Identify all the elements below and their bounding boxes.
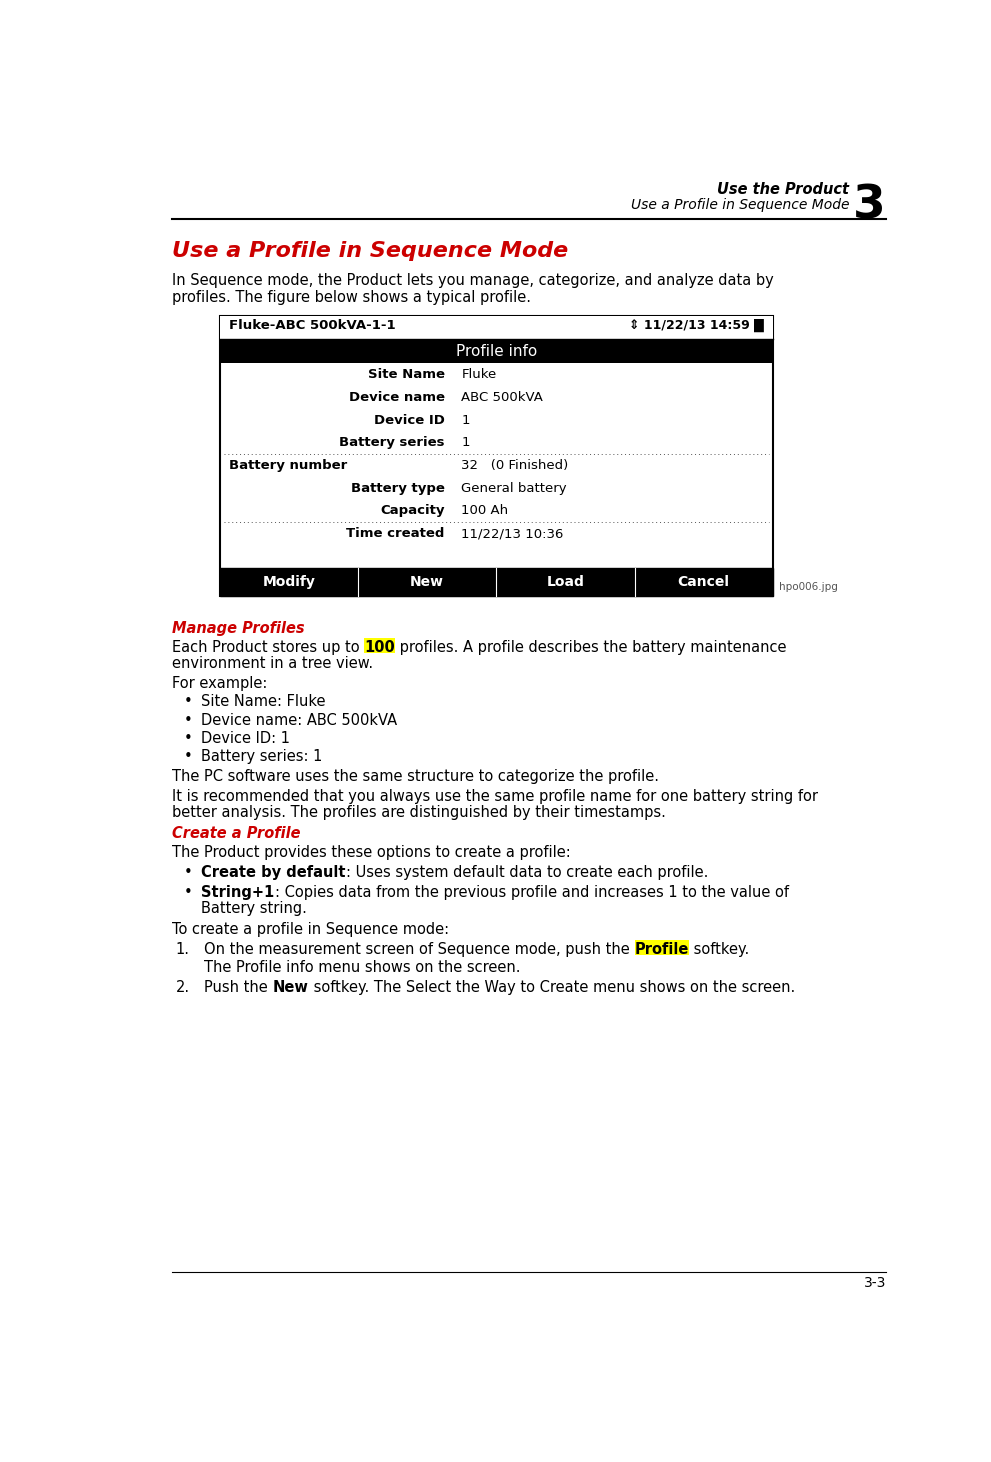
- Text: •: •: [183, 694, 192, 709]
- Text: Cancel: Cancel: [678, 575, 729, 589]
- Text: Time created: Time created: [347, 528, 445, 539]
- Text: Use a Profile in Sequence Mode: Use a Profile in Sequence Mode: [631, 197, 849, 212]
- Text: : Uses system default data to create each profile.: : Uses system default data to create eac…: [346, 866, 709, 880]
- Text: profiles. A profile describes the battery maintenance: profiles. A profile describes the batter…: [395, 640, 787, 655]
- Text: •: •: [183, 731, 192, 746]
- Text: Create by default: Create by default: [201, 866, 346, 880]
- Text: Device ID: Device ID: [374, 414, 445, 427]
- Text: ⇕ 11/22/13 14:59 █: ⇕ 11/22/13 14:59 █: [629, 319, 763, 332]
- Text: 11/22/13 10:36: 11/22/13 10:36: [462, 528, 564, 539]
- Text: 1.: 1.: [175, 942, 190, 958]
- Text: Site Name: Fluke: Site Name: Fluke: [201, 694, 326, 709]
- Text: String+1: String+1: [201, 885, 275, 899]
- Text: Device name: Device name: [349, 390, 445, 404]
- Text: 32   (0 Finished): 32 (0 Finished): [462, 459, 569, 472]
- Text: : Copies data from the previous profile and increases 1 to the value of: : Copies data from the previous profile …: [275, 885, 789, 899]
- Text: Manage Profiles: Manage Profiles: [171, 620, 304, 636]
- Bar: [220, 316, 773, 596]
- Text: It is recommended that you always use the same profile name for one battery stri: It is recommended that you always use th…: [171, 788, 818, 804]
- Text: 100: 100: [364, 640, 395, 655]
- Text: Each Product stores up to: Each Product stores up to: [171, 640, 364, 655]
- Text: Fluke-ABC 500kVA-1-1: Fluke-ABC 500kVA-1-1: [229, 319, 395, 332]
- Text: ABC 500kVA: ABC 500kVA: [462, 390, 543, 404]
- Text: better analysis. The profiles are distinguished by their timestamps.: better analysis. The profiles are distin…: [171, 806, 666, 820]
- Text: •: •: [183, 749, 192, 765]
- Bar: [220, 569, 773, 596]
- Text: 100 Ah: 100 Ah: [462, 504, 508, 518]
- Text: Device ID: 1: Device ID: 1: [201, 731, 290, 746]
- Text: hpo006.jpg: hpo006.jpg: [779, 582, 838, 592]
- Text: •: •: [183, 866, 192, 880]
- Text: softkey. The Select the Way to Create menu shows on the screen.: softkey. The Select the Way to Create me…: [309, 980, 795, 996]
- Text: Modify: Modify: [263, 575, 315, 589]
- Text: Site Name: Site Name: [368, 368, 445, 382]
- Text: softkey.: softkey.: [689, 942, 749, 958]
- Text: The PC software uses the same structure to categorize the profile.: The PC software uses the same structure …: [171, 769, 659, 784]
- Text: environment in a tree view.: environment in a tree view.: [171, 656, 373, 671]
- Text: Load: Load: [547, 575, 585, 589]
- Text: Use the Product: Use the Product: [717, 181, 849, 196]
- Bar: [635, 940, 689, 955]
- Text: Battery series: Battery series: [339, 436, 445, 449]
- Text: •: •: [183, 712, 192, 728]
- Text: For example:: For example:: [171, 675, 268, 692]
- Text: In Sequence mode, the Product lets you manage, categorize, and analyze data by: In Sequence mode, the Product lets you m…: [171, 273, 774, 288]
- Text: Battery number: Battery number: [229, 459, 348, 472]
- Text: Battery type: Battery type: [351, 482, 445, 494]
- Text: Profile: Profile: [635, 942, 689, 958]
- Text: Profile info: Profile info: [456, 344, 537, 358]
- Text: 1: 1: [462, 414, 470, 427]
- Text: Battery series: 1: Battery series: 1: [201, 749, 323, 765]
- Text: The Profile info menu shows on the screen.: The Profile info menu shows on the scree…: [204, 961, 521, 975]
- Bar: [220, 316, 773, 339]
- Text: profiles. The figure below shows a typical profile.: profiles. The figure below shows a typic…: [171, 289, 531, 304]
- Text: Create a Profile: Create a Profile: [171, 826, 300, 841]
- Text: New: New: [410, 575, 444, 589]
- Text: 2.: 2.: [175, 980, 190, 996]
- Text: General battery: General battery: [462, 482, 567, 494]
- Text: •: •: [183, 885, 192, 899]
- Text: Use a Profile in Sequence Mode: Use a Profile in Sequence Mode: [171, 241, 568, 260]
- Text: 3: 3: [853, 183, 886, 228]
- Bar: [220, 339, 773, 364]
- Bar: [364, 639, 395, 652]
- Text: New: New: [273, 980, 309, 996]
- Text: Fluke: Fluke: [462, 368, 496, 382]
- Text: The Product provides these options to create a profile:: The Product provides these options to cr…: [171, 845, 571, 860]
- Text: 3-3: 3-3: [864, 1276, 887, 1289]
- Text: Battery string.: Battery string.: [201, 902, 307, 917]
- Text: Push the: Push the: [204, 980, 273, 996]
- Text: Device name: ABC 500kVA: Device name: ABC 500kVA: [201, 712, 397, 728]
- Text: To create a profile in Sequence mode:: To create a profile in Sequence mode:: [171, 923, 449, 937]
- Text: Capacity: Capacity: [381, 504, 445, 518]
- Text: 1: 1: [462, 436, 470, 449]
- Text: On the measurement screen of Sequence mode, push the: On the measurement screen of Sequence mo…: [204, 942, 635, 958]
